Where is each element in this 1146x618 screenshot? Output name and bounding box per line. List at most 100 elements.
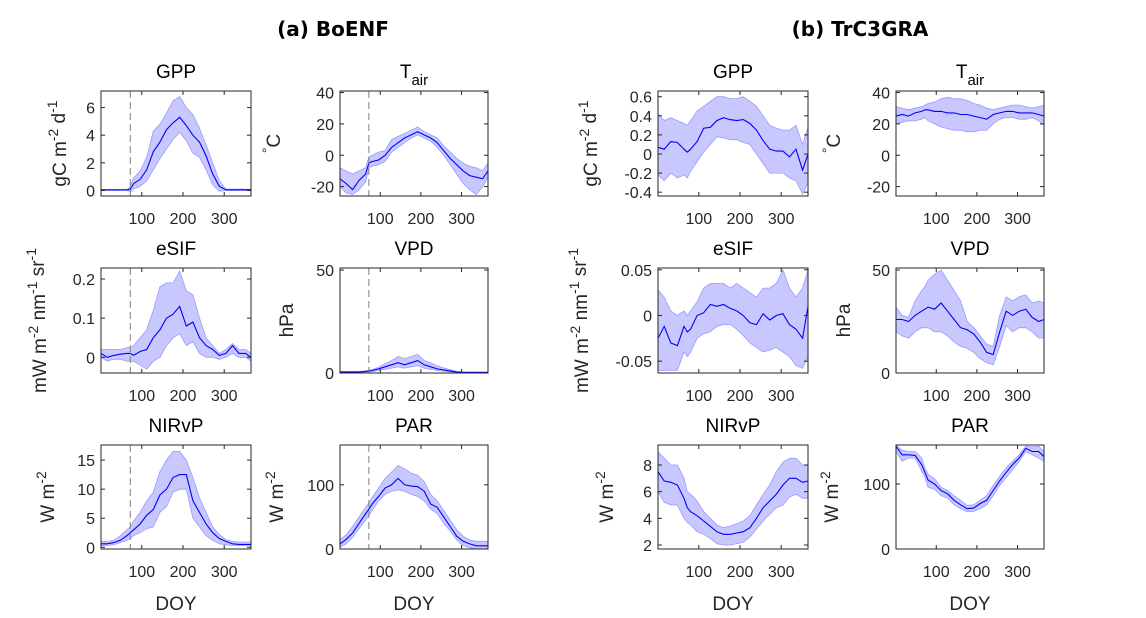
uncertainty-band — [340, 354, 488, 373]
mean-line — [340, 359, 488, 373]
subplot-title: PAR — [951, 416, 989, 437]
x-axis-label: DOY — [393, 594, 435, 615]
subplot-title-text: PAR — [395, 416, 433, 437]
x-tick-label: 300 — [448, 564, 475, 581]
x-tick-label: 100 — [128, 388, 155, 405]
subplot-title: GPP — [713, 62, 753, 83]
y-tick-label: 0.2 — [73, 272, 95, 289]
subplot-title-subscript: air — [967, 72, 984, 89]
x-tick-label: 300 — [448, 388, 475, 405]
subplot-title: eSIF — [156, 239, 196, 260]
mean-line — [101, 305, 251, 358]
uncertainty-band — [340, 126, 488, 195]
axes-box — [100, 90, 252, 197]
subplot-title: eSIF — [713, 239, 753, 260]
x-axis-label: DOY — [712, 594, 754, 615]
y-tick-label: 0 — [86, 540, 95, 557]
mean-line — [658, 303, 808, 347]
y-tick-label: 0 — [881, 148, 890, 165]
ylabel-text: d — [580, 113, 601, 129]
y-tick-label: 0 — [86, 350, 95, 367]
axes-box — [339, 267, 489, 374]
y-tick-label: 0.6 — [630, 90, 652, 107]
ylabel-superscript: -1 — [44, 100, 60, 113]
y-tick-label: 50 — [316, 263, 334, 280]
y-axis-label: °C — [819, 134, 845, 153]
uncertainty-band — [101, 95, 251, 193]
x-tick-label: 200 — [170, 211, 197, 228]
x-tick-label: 100 — [367, 211, 394, 228]
ylabel-text: W m — [38, 484, 59, 523]
ylabel-text: C — [264, 134, 285, 148]
subplot-title-text: T — [956, 62, 968, 83]
y-axis-label: gC m-2 d-1 — [44, 100, 71, 186]
y-tick-label: 0 — [86, 183, 95, 200]
ylabel-superscript: -1 — [575, 100, 591, 113]
ylabel-text: gC m — [50, 141, 71, 186]
y-axis-label: W m-2 — [592, 471, 618, 523]
ylabel-superscript: ° — [819, 148, 835, 154]
ylabel-text: sr — [570, 260, 591, 282]
ylabel-superscript: -2 — [33, 471, 49, 484]
subplot-tair: 100 200 300 -20 0 20 40 Tair °C — [259, 62, 489, 228]
ylabel-superscript: -2 — [262, 471, 278, 484]
uncertainty-band — [658, 96, 808, 196]
y-tick-label: 0 — [325, 542, 334, 559]
ylabel-superscript: -1 — [566, 281, 582, 294]
x-tick-label: 100 — [685, 211, 712, 228]
y-tick-label: 6 — [643, 485, 652, 502]
ylabel-text: W m — [597, 484, 618, 523]
y-axis-label: W m-2 — [33, 471, 59, 523]
y-tick-label: 20 — [872, 117, 890, 134]
uncertainty-band — [896, 445, 1044, 513]
subplot-vpd: 100 200 300 0 50 VPD hPa — [277, 239, 489, 405]
x-tick-label: 300 — [1004, 564, 1031, 581]
y-tick-label: 2 — [86, 156, 95, 173]
uncertainty-band — [658, 268, 808, 371]
subplot-title: NIRvP — [149, 416, 204, 437]
x-tick-label: 100 — [128, 564, 155, 581]
mean-line — [340, 131, 488, 191]
y-tick-label: -20 — [311, 180, 334, 197]
subplot-title-text: VPD — [394, 239, 433, 260]
subplot-title: GPP — [156, 62, 196, 83]
axes-box — [339, 444, 489, 550]
y-tick-label: 4 — [643, 511, 652, 528]
ylabel-text: C — [824, 134, 845, 148]
subplot-title: VPD — [394, 239, 433, 260]
y-tick-label: 2 — [643, 538, 652, 555]
subplot-title: NIRvP — [706, 416, 761, 437]
subplot-nirvp: 100 200 300 0 5 10 15 NIRvP W m-2 DOY — [33, 416, 252, 615]
y-tick-label: -0.4 — [624, 185, 652, 202]
x-tick-label: 200 — [964, 564, 991, 581]
ylabel-superscript: -2 — [817, 471, 833, 484]
ylabel-text: nm — [571, 294, 592, 326]
uncertainty-band — [658, 451, 808, 546]
subplot-title-text: NIRvP — [149, 416, 204, 437]
subplot-gpp: 100 200 300 0 2 4 6 GPP gC m-2 d-1 — [44, 62, 252, 228]
mean-line — [340, 477, 488, 547]
x-tick-label: 200 — [964, 211, 991, 228]
x-axis-label: DOY — [949, 594, 991, 615]
ylabel-text: nm — [29, 294, 50, 326]
y-tick-label: -0.2 — [624, 166, 652, 183]
x-tick-label: 200 — [408, 388, 435, 405]
x-axis-label: DOY — [155, 594, 197, 615]
subplot-title-text: T — [400, 62, 412, 83]
y-axis-label: mW m-2 nm-1 sr-1 — [23, 248, 51, 393]
x-tick-label: 300 — [768, 211, 795, 228]
y-tick-label: 6 — [86, 101, 95, 118]
uncertainty-band — [896, 269, 1044, 366]
x-tick-label: 100 — [685, 564, 712, 581]
x-tick-label: 100 — [923, 388, 950, 405]
ylabel-text: W m — [267, 484, 288, 523]
y-tick-label: 0 — [325, 148, 334, 165]
x-tick-label: 100 — [128, 211, 155, 228]
y-axis-label: gC m-2 d-1 — [575, 100, 602, 186]
mean-line — [101, 116, 251, 191]
ylabel-text: hPa — [277, 303, 298, 337]
ylabel-superscript: -2 — [567, 325, 583, 338]
